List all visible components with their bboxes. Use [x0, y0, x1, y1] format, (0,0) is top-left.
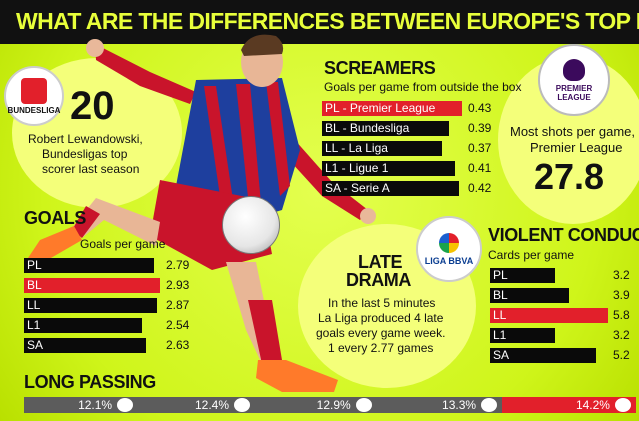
goals-value-label: 2.87 [166, 298, 190, 312]
screamers-subtitle: Goals per game from outside the box [324, 80, 522, 94]
screamers-value-label: 0.43 [468, 101, 492, 115]
late-drama-line2: La Liga produced 4 late [318, 311, 444, 325]
violent-bar-label: L1 [493, 328, 507, 342]
long-passing-segment: 12.1% [24, 397, 139, 413]
lewandowski-line2: Bundesligas top [42, 147, 128, 161]
violent-value-label: 3.2 [613, 268, 630, 282]
violent-bar-label: SA [493, 348, 510, 362]
violent-bar-label: PL [493, 268, 508, 282]
goals-bar-label: PL [27, 258, 42, 272]
late-drama-line1: In the last 5 minutes [328, 296, 436, 310]
violent-bar: PL [490, 268, 556, 283]
violent-value-label: 5.2 [613, 348, 630, 362]
bundesliga-logo: BUNDESLIGA [4, 66, 64, 126]
screamers-bar: LL - La Liga [322, 141, 443, 156]
premier-logo-text: PREMIER LEAGUE [555, 83, 593, 102]
goals-bar-label: LL [27, 298, 41, 312]
screamers-bar: PL - Premier League [322, 101, 462, 116]
screamers-bar-label: L1 - Ligue 1 [325, 161, 389, 175]
league-badge-icon [234, 398, 251, 412]
laliga-logo: LIGA BBVA [416, 216, 482, 282]
league-badge-icon [614, 398, 631, 412]
late-drama-line3: goals every game week. [316, 326, 446, 340]
violent-bar: SA [490, 348, 596, 363]
bundesliga-badge-icon [21, 77, 47, 104]
long-passing-segment: 12.9% [255, 397, 377, 413]
violent-bar-label: LL [493, 308, 507, 322]
long-passing-value-label: 12.1% [78, 398, 113, 412]
screamers-bar-label: BL - Bundesliga [325, 121, 410, 135]
long-passing-segment: 14.2% [502, 397, 636, 413]
screamers-bar: BL - Bundesliga [322, 121, 449, 136]
late-drama-heading1: LATE [358, 252, 403, 272]
goals-value-label: 2.93 [166, 278, 190, 292]
goals-value-label: 2.79 [166, 258, 190, 272]
screamers-value-label: 0.41 [468, 161, 492, 175]
lewandowski-line3: scorer last season [42, 162, 140, 176]
goals-title: GOALS [24, 208, 87, 228]
page-title: WHAT ARE THE DIFFERENCES BETWEEN EUROPE'… [16, 8, 639, 34]
lewandowski-line1: Robert Lewandowski, [28, 132, 143, 146]
premier-league-logo: PREMIER LEAGUE [538, 44, 610, 116]
late-drama-line4: 1 every 2.77 games [328, 341, 434, 355]
long-passing-segment: 12.4% [138, 397, 256, 413]
goals-bar: SA [24, 338, 147, 353]
screamers-value-label: 0.42 [468, 181, 492, 195]
laliga-logo-text: LIGA BBVA [424, 255, 474, 266]
screamers-bar-label: LL - La Liga [325, 141, 388, 155]
screamers-bar: SA - Serie A [322, 181, 459, 196]
bundesliga-logo-text: BUNDESLIGA [7, 105, 61, 115]
violent-bar: L1 [490, 328, 556, 343]
screamers-value-label: 0.37 [468, 141, 492, 155]
league-badge-icon [481, 398, 498, 412]
violent-bar: BL [490, 288, 570, 303]
goals-bar: PL [24, 258, 154, 273]
screamers-value-label: 0.39 [468, 121, 492, 135]
long-passing-value-label: 13.3% [442, 398, 477, 412]
shots-line1: Most shots per game, [510, 124, 635, 139]
laliga-flower-icon [439, 232, 459, 253]
long-passing-value-label: 12.4% [194, 398, 230, 412]
late-drama-heading2: DRAMA [346, 270, 411, 290]
screamers-title: SCREAMERS [324, 58, 436, 78]
shots-line2: Premier League [530, 140, 623, 155]
title-bar: WHAT ARE THE DIFFERENCES BETWEEN EUROPE'… [0, 0, 639, 44]
goals-bar-label: SA [27, 338, 44, 352]
goals-value-label: 2.54 [166, 318, 190, 332]
violent-title: VIOLENT CONDUCT [488, 225, 639, 245]
goals-bar: BL [24, 278, 160, 293]
violent-value-label: 3.2 [613, 328, 630, 342]
violent-bar: LL [490, 308, 608, 323]
shots-value: 27.8 [534, 156, 605, 197]
screamers-bar: L1 - Ligue 1 [322, 161, 456, 176]
goals-bar: LL [24, 298, 158, 313]
long-passing-value-label: 12.9% [316, 398, 351, 412]
screamers-bar-label: SA - Serie A [325, 181, 390, 195]
goals-subtitle: Goals per game [80, 237, 166, 251]
goals-value-label: 2.63 [166, 338, 190, 352]
goals-bar: L1 [24, 318, 142, 333]
goals-bar-label: L1 [27, 318, 41, 332]
league-badge-icon [355, 398, 372, 412]
long-passing-chart: 12.1% 12.4% 12.9% 13.3% 14.2% [24, 397, 636, 413]
violent-subtitle: Cards per game [488, 248, 575, 262]
violent-value-label: 3.9 [613, 288, 630, 302]
lewandowski-number: 20 [70, 84, 115, 128]
long-passing-title: LONG PASSING [24, 372, 156, 392]
lion-icon [563, 58, 585, 81]
long-passing-segment: 13.3% [376, 397, 503, 413]
football-icon [222, 196, 280, 254]
violent-value-label: 5.8 [613, 308, 630, 322]
long-passing-value-label: 14.2% [575, 398, 610, 412]
violent-bar-label: BL [493, 288, 508, 302]
screamers-bar-label: PL - Premier League [325, 101, 436, 115]
league-badge-icon [117, 398, 134, 412]
goals-bar-label: BL [27, 278, 42, 292]
